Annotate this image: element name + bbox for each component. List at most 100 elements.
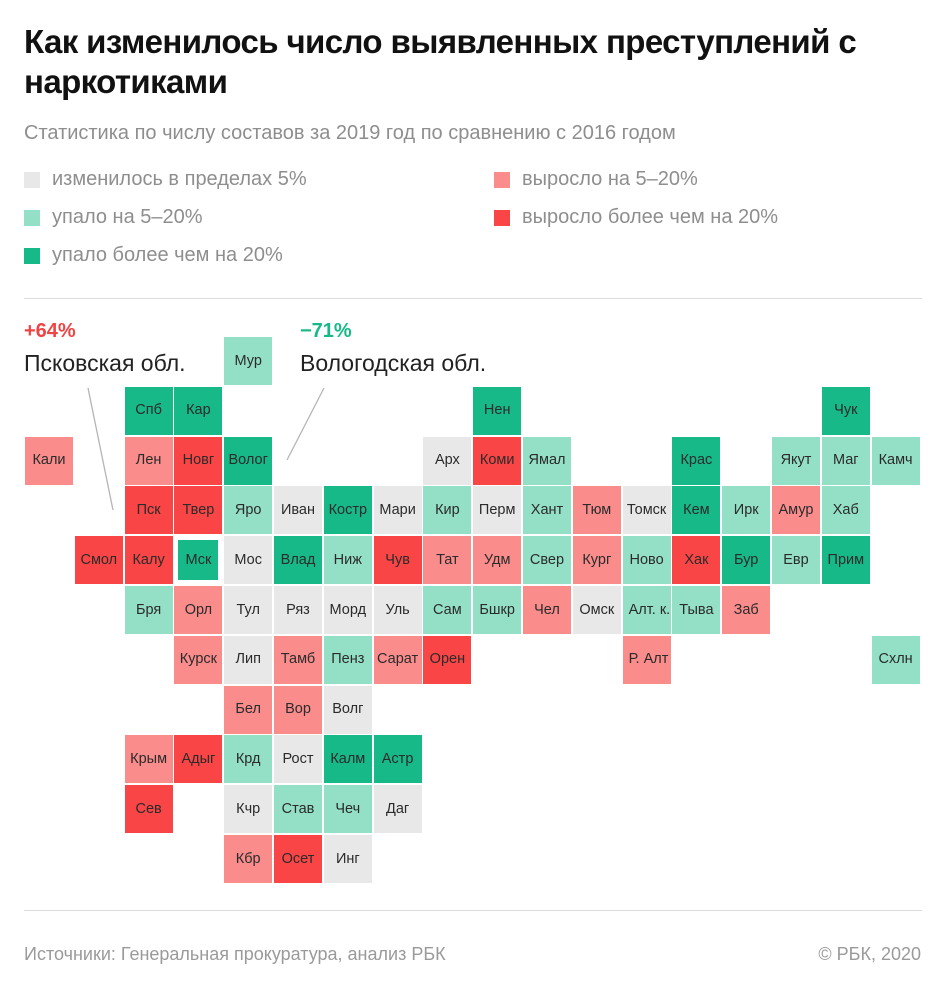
region-tile: Бур <box>722 536 771 585</box>
legend-label: упало на 5–20% <box>52 206 203 228</box>
region-tile: Ямал <box>523 436 571 485</box>
region-tile: Влад <box>274 536 322 585</box>
region-tile: Бел <box>224 685 273 734</box>
region-tile: Алт. к. <box>622 586 671 634</box>
legend-swatch-stable <box>24 171 40 188</box>
region-tile: Сев <box>124 785 173 834</box>
region-tile: Тат <box>423 536 472 585</box>
bottom-divider <box>24 910 922 911</box>
region-tile: Кург <box>572 536 621 585</box>
region-tile: Хаб <box>821 486 870 535</box>
region-tile: Маг <box>821 436 870 485</box>
legend-label: изменилось в пределах 5% <box>52 168 307 190</box>
legend-swatch-down-big <box>24 247 40 264</box>
region-tile: Заб <box>722 586 771 634</box>
top-divider <box>24 298 922 299</box>
region-tile: Бря <box>124 586 173 634</box>
region-tile: Лен <box>124 436 173 485</box>
region-tile: Костр <box>323 486 372 535</box>
region-tile: Твер <box>174 486 223 535</box>
region-tile: Хак <box>672 536 721 585</box>
region-tile: Ряз <box>274 586 322 634</box>
region-tile: Схлн <box>871 635 920 684</box>
region-tile: Чук <box>821 386 870 435</box>
region-tile: Орен <box>423 635 472 684</box>
region-tile: Томск <box>622 486 671 535</box>
legend-label: выросло более чем на 20% <box>522 206 779 228</box>
footer-copyright: © РБК, 2020 <box>818 944 921 964</box>
region-tile: Иван <box>274 486 322 535</box>
region-tile: Мур <box>224 337 273 385</box>
region-tile: Хант <box>523 486 571 535</box>
region-tile: Ново <box>622 536 671 585</box>
region-tile: Кали <box>25 436 73 485</box>
region-tile: Смол <box>74 536 123 585</box>
region-tile: Арх <box>423 436 472 485</box>
region-tile: Курск <box>174 635 223 684</box>
region-tile: Даг <box>373 785 422 834</box>
region-tile: Морд <box>323 586 372 634</box>
region-tile: Сарат <box>373 635 422 684</box>
region-tile: Пск <box>124 486 173 535</box>
region-tile: Спб <box>124 386 173 435</box>
region-tile: Омск <box>572 586 621 634</box>
region-tile: Кир <box>423 486 472 535</box>
legend-item-stable: изменилось в пределах 5% <box>24 168 307 191</box>
legend-swatch-up-moderate <box>494 171 510 188</box>
region-tile: Ирк <box>722 486 771 535</box>
region-tile: Мск <box>174 536 223 585</box>
region-tile: Коми <box>473 436 522 485</box>
region-tile: Инг <box>323 835 372 883</box>
region-tile: Чел <box>523 586 571 634</box>
region-tile: Астр <box>373 735 422 784</box>
legend-item-down-moderate: упало на 5–20% <box>24 206 203 229</box>
legend-item-down-big: упало более чем на 20% <box>24 244 283 267</box>
region-tile: Нен <box>473 386 522 435</box>
annotation-vologda-region: Вологодская обл. <box>300 350 487 376</box>
region-tile: Р. Алт <box>622 635 671 684</box>
region-tile: Тыва <box>672 586 721 634</box>
annotation-pskov-region: Псковская обл. <box>24 350 186 376</box>
legend-swatch-down-moderate <box>24 209 40 226</box>
region-tile: Чеч <box>323 785 372 834</box>
region-tile: Бшкр <box>473 586 522 634</box>
region-tile: Удм <box>473 536 522 585</box>
region-tile: Новг <box>174 436 223 485</box>
pskov-leader-line <box>87 387 114 511</box>
annotation-pskov-value: +64% <box>24 320 76 342</box>
region-tile: Свер <box>523 536 571 585</box>
region-tile: Пенз <box>323 635 372 684</box>
region-tile: Камч <box>871 436 920 485</box>
region-tile: Мос <box>224 536 273 585</box>
region-tile: Кчр <box>224 785 273 834</box>
region-tile: Став <box>274 785 322 834</box>
region-tile: Яро <box>224 486 273 535</box>
legend-item-up-moderate: выросло на 5–20% <box>494 168 698 191</box>
region-tile: Калм <box>323 735 372 784</box>
region-tile: Уль <box>373 586 422 634</box>
region-tile: Мари <box>373 486 422 535</box>
region-tile: Амур <box>772 486 820 535</box>
region-tile: Орл <box>174 586 223 634</box>
region-tile: Тул <box>224 586 273 634</box>
legend-label: упало более чем на 20% <box>52 244 283 266</box>
region-tile: Рост <box>274 735 322 784</box>
region-tile: Ниж <box>323 536 372 585</box>
region-tile: Калу <box>124 536 173 585</box>
region-tile: Сам <box>423 586 472 634</box>
region-tile: Тюм <box>572 486 621 535</box>
vologda-leader-line <box>286 387 325 461</box>
region-tile: Тамб <box>274 635 322 684</box>
region-tile: Волог <box>224 436 273 485</box>
region-tile: Евр <box>772 536 820 585</box>
region-tile: Чув <box>373 536 422 585</box>
legend: изменилось в пределах 5% выросло на 5–20… <box>24 168 924 278</box>
region-tile: Кем <box>672 486 721 535</box>
region-tile: Прим <box>821 536 870 585</box>
region-tile: Кбр <box>224 835 273 883</box>
legend-label: выросло на 5–20% <box>522 168 698 190</box>
footer-source: Источники: Генеральная прокуратура, анал… <box>24 944 446 964</box>
region-tile: Перм <box>473 486 522 535</box>
chart-title: Как изменилось число выявленных преступл… <box>24 23 857 100</box>
legend-item-up-big: выросло более чем на 20% <box>494 206 778 229</box>
